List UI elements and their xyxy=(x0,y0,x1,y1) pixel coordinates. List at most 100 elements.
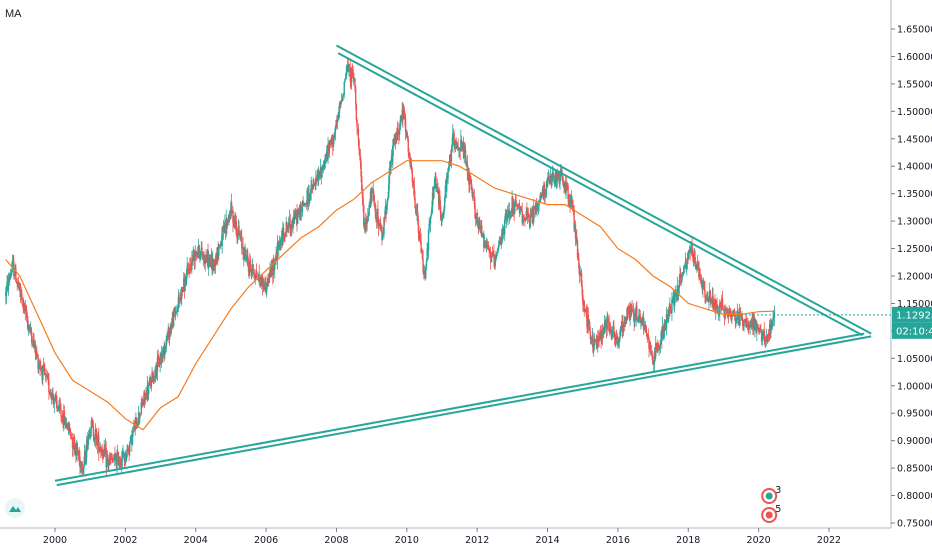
candle-body xyxy=(659,340,662,346)
candle-body xyxy=(189,263,192,266)
countdown-tag[interactable] xyxy=(892,322,932,339)
candle-body xyxy=(640,321,642,324)
candle-body xyxy=(56,401,58,407)
candle-body xyxy=(650,351,653,355)
trendline[interactable] xyxy=(56,335,872,487)
candle-body xyxy=(346,66,348,73)
candle-body xyxy=(667,310,670,322)
candle-body xyxy=(156,371,158,375)
candle-body xyxy=(10,273,12,276)
candle-body xyxy=(443,208,445,215)
tradingview-logo[interactable] xyxy=(5,498,25,518)
candle-body xyxy=(154,378,156,379)
candle-body xyxy=(274,261,276,269)
candle-body xyxy=(243,247,246,259)
moving-average-line[interactable] xyxy=(5,160,775,431)
candle-body xyxy=(632,309,635,314)
candle-body xyxy=(30,327,33,337)
candle-body xyxy=(32,345,34,346)
event-badge[interactable]: 5 xyxy=(761,504,781,523)
candle-body xyxy=(113,454,116,461)
plot-area[interactable] xyxy=(5,44,891,487)
candle-body xyxy=(73,436,76,451)
candle-body xyxy=(175,311,178,313)
candle-body xyxy=(77,451,79,455)
candle-body xyxy=(406,135,409,139)
candle-body xyxy=(764,340,767,343)
candle-body xyxy=(673,293,676,307)
candle-body xyxy=(341,100,343,102)
candle-body xyxy=(688,250,691,253)
candle-body xyxy=(106,457,108,467)
candle-body xyxy=(453,133,455,147)
candle-body xyxy=(181,286,184,292)
candle-body xyxy=(744,319,746,321)
candle-body xyxy=(373,201,376,204)
candle-body xyxy=(598,340,600,342)
candle-body xyxy=(583,301,585,312)
candle-body xyxy=(404,117,406,119)
candle-body xyxy=(579,271,581,276)
candle-body xyxy=(468,169,470,185)
candle-body xyxy=(582,295,584,305)
candle-body xyxy=(247,262,250,272)
candle-body xyxy=(95,429,97,434)
candle-body xyxy=(772,317,774,327)
candle-body xyxy=(538,200,540,206)
candle-body xyxy=(286,227,289,231)
candle-body xyxy=(47,378,49,381)
candle-body xyxy=(527,212,529,214)
candle-body xyxy=(196,252,198,255)
y-tick-label: 0.95000 xyxy=(897,409,932,420)
event-badge[interactable]: 3 xyxy=(761,485,781,504)
candle-body xyxy=(255,272,258,278)
candle-body xyxy=(545,181,548,190)
x-axis[interactable]: 2000 2002 2004 2006 2008 2010 2012 2014 2016 2018… xyxy=(0,527,891,546)
candle-body xyxy=(125,456,128,461)
trendline[interactable] xyxy=(337,52,863,337)
candle-body xyxy=(329,140,331,144)
candle-body xyxy=(722,307,724,311)
candle-body xyxy=(605,320,607,328)
candle-body xyxy=(516,204,519,206)
candle-body xyxy=(735,317,738,321)
candle-body xyxy=(253,273,255,275)
candle-body xyxy=(278,241,281,244)
candle-body xyxy=(543,184,546,197)
trendline[interactable] xyxy=(54,332,865,482)
candle-body xyxy=(510,212,512,218)
candle-body xyxy=(342,94,345,96)
candle-body xyxy=(78,455,80,457)
candle-body xyxy=(698,261,700,278)
candle-body xyxy=(636,305,638,321)
candle-body xyxy=(754,319,756,331)
candle-body xyxy=(631,305,633,310)
candle-body xyxy=(421,252,424,260)
candle-body xyxy=(270,264,273,277)
candle-body xyxy=(365,217,367,233)
candle-body xyxy=(663,331,665,337)
candle-body xyxy=(771,322,773,327)
candle-body xyxy=(433,188,435,198)
candle-body xyxy=(760,331,762,333)
candle-body xyxy=(396,128,399,141)
candle-body xyxy=(105,447,107,467)
candle-body xyxy=(321,168,324,170)
candle-body xyxy=(166,338,168,340)
trendline[interactable] xyxy=(335,44,872,335)
candle-body xyxy=(261,275,263,286)
candle-body xyxy=(572,200,574,211)
candle-body xyxy=(444,185,447,198)
candle-body xyxy=(412,181,414,183)
candle-body xyxy=(547,177,549,181)
candle-body xyxy=(177,297,180,309)
indicator-label[interactable]: MA xyxy=(5,8,22,20)
candle-body xyxy=(194,254,196,261)
candle-body xyxy=(592,345,595,352)
candle-body xyxy=(414,208,417,213)
last-price-tag[interactable] xyxy=(892,306,932,323)
